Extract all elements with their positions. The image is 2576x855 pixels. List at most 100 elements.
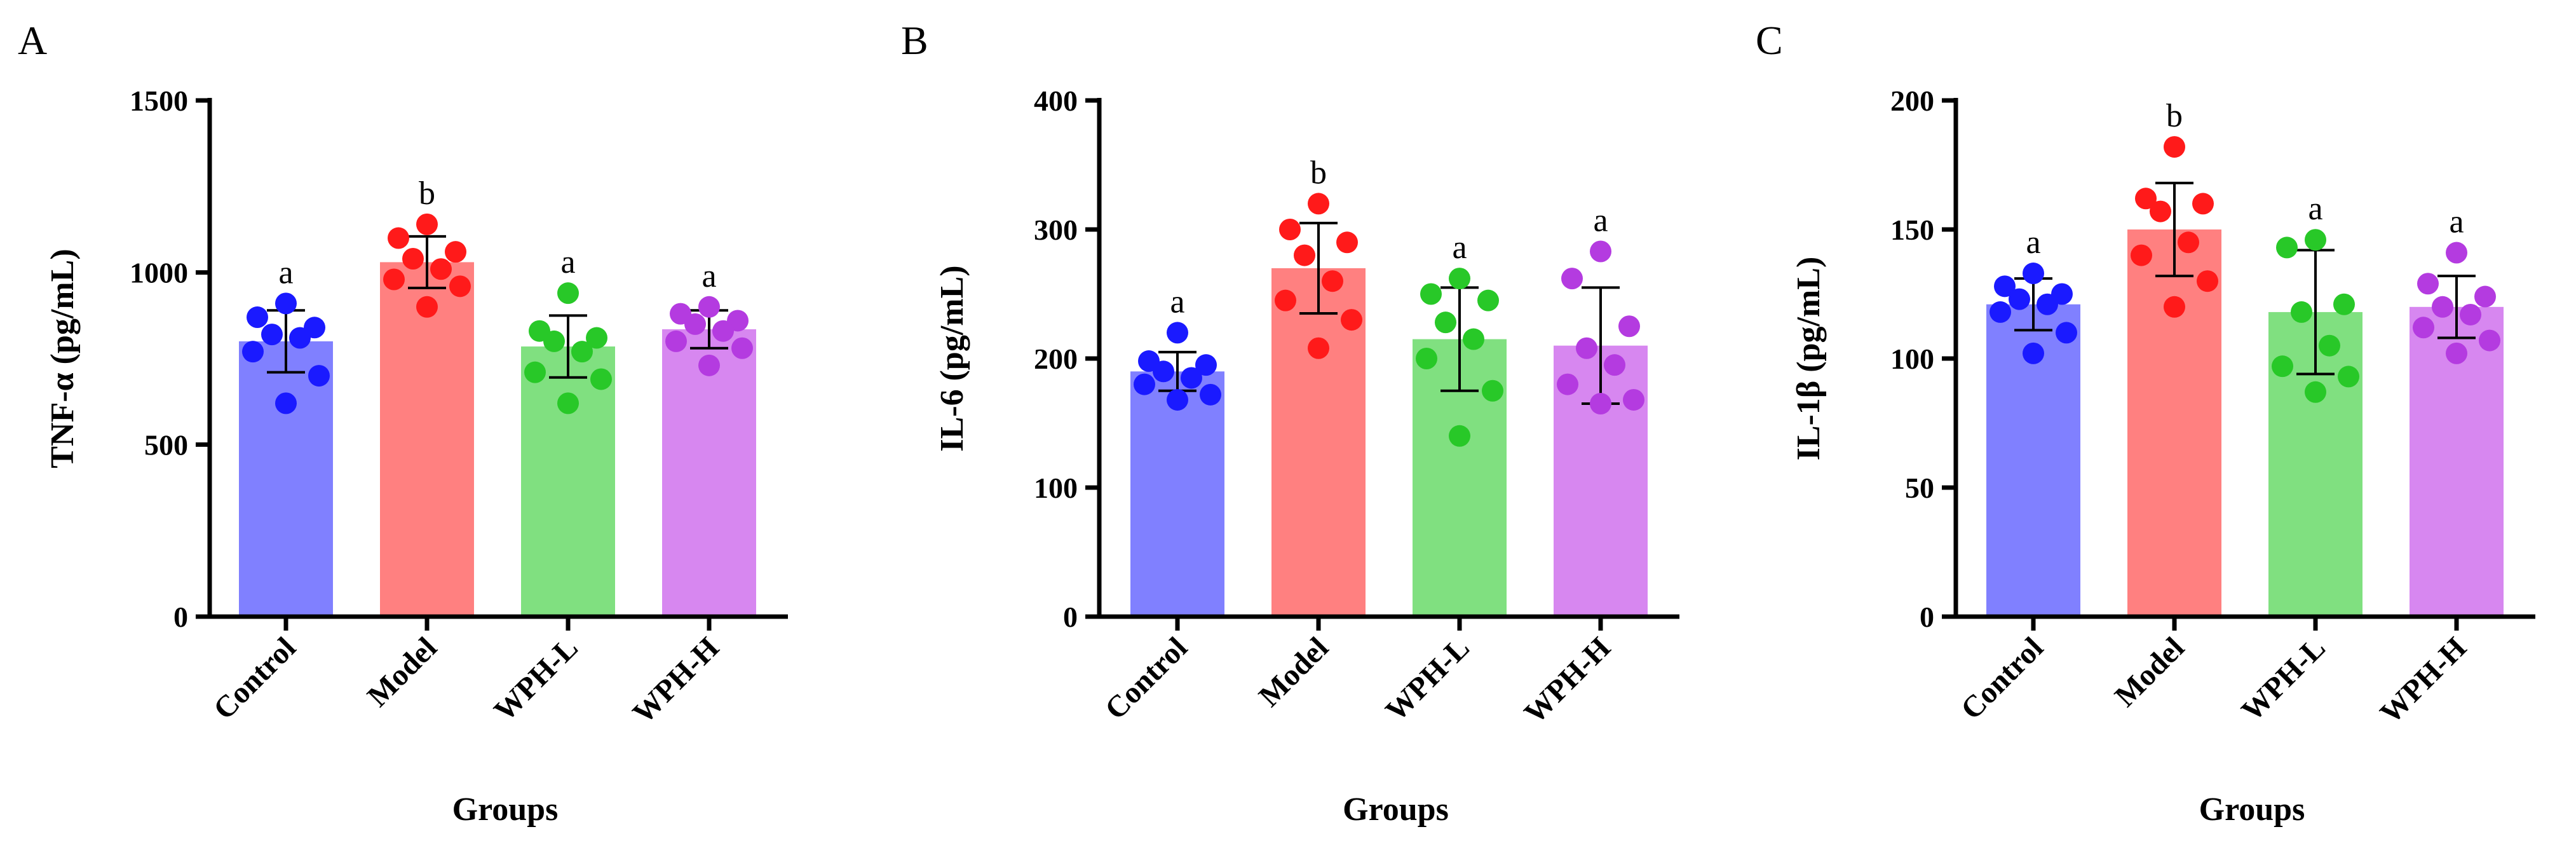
data-point-wph-l (1416, 348, 1437, 369)
data-point-control (275, 292, 297, 315)
data-point-wph-l (571, 341, 593, 363)
x-tick-label-wph-l: WPH-L (2235, 631, 2331, 727)
data-point-wph-h (1576, 337, 1597, 359)
data-point-wph-l (2319, 334, 2340, 357)
panel-letter: A (18, 18, 47, 63)
data-point-wph-l (1435, 311, 1456, 334)
significance-letter: a (2026, 224, 2040, 261)
x-tick-label-wph-h: WPH-H (627, 631, 726, 730)
data-point-model (402, 248, 424, 270)
data-point-wph-l (590, 368, 612, 390)
y-axis-title: IL-1β (pg/mL) (1791, 257, 1827, 461)
data-point-control (2009, 288, 2030, 310)
data-point-wph-l (1477, 289, 1499, 311)
significance-letter: b (1310, 154, 1327, 191)
y-axis-title: TNF-α (pg/mL) (44, 249, 81, 468)
data-point-wph-l (2291, 301, 2312, 323)
data-point-control (2056, 322, 2077, 344)
data-point-model (2164, 136, 2185, 158)
significance-letter: b (419, 175, 435, 212)
data-point-model (2197, 270, 2218, 292)
y-tick-label: 300 (1034, 214, 1078, 246)
data-point-model (1322, 270, 1343, 292)
data-point-wph-l (1420, 283, 1442, 305)
y-tick-label: 200 (1034, 343, 1078, 375)
x-tick-label-control: Control (1955, 631, 2050, 726)
panel-letter: C (1756, 18, 1783, 63)
data-point-wph-l (2305, 229, 2326, 251)
data-point-wph-h (698, 296, 720, 318)
data-point-wph-h (2460, 303, 2481, 325)
y-tick-label: 0 (1920, 601, 1934, 633)
chart-panel-a: Aa b a a 0 500 1000 1500 Control Model WPH-L WPH-H G… (18, 18, 788, 828)
data-point-control (247, 306, 268, 329)
data-point-model (449, 275, 471, 298)
chart-panel-b: Ba b a a 0 100 200 300 400 Control Model WPH-L WPH-H… (901, 18, 1679, 828)
bar-control (239, 341, 333, 617)
data-point-control (2023, 263, 2044, 285)
data-point-model (416, 213, 438, 235)
data-point-wph-h (2413, 317, 2434, 339)
bar-model (380, 262, 474, 617)
data-point-wph-h (1623, 388, 1644, 411)
y-tick-label: 0 (173, 601, 188, 633)
data-point-control (308, 365, 330, 387)
significance-letter: a (2308, 191, 2322, 227)
x-axis-title: Groups (2199, 791, 2305, 828)
significance-letter: b (2166, 98, 2183, 134)
y-tick-label: 50 (1905, 472, 1934, 504)
data-point-control (1134, 373, 1155, 395)
bar-model (2127, 229, 2221, 617)
data-point-wph-l (557, 282, 579, 304)
data-point-model (1279, 219, 1301, 240)
data-point-wph-h (1590, 393, 1611, 415)
data-point-wph-h (665, 330, 687, 352)
data-point-wph-h (2474, 285, 2496, 308)
y-tick-label: 100 (1034, 472, 1078, 504)
data-point-control (261, 324, 283, 346)
data-point-wph-l (543, 330, 565, 352)
data-point-wph-h (1618, 315, 1640, 338)
data-point-wph-h (1561, 268, 1583, 290)
data-point-model (2135, 188, 2157, 210)
x-tick-label-wph-h: WPH-H (2374, 631, 2473, 730)
bar-wph-l (521, 346, 615, 617)
data-point-control (1994, 275, 2016, 298)
x-tick-label-model: Model (361, 631, 444, 713)
significance-letter: a (702, 258, 716, 294)
x-axis-title: Groups (1343, 791, 1449, 828)
data-point-wph-h (1604, 354, 1625, 376)
data-point-wph-h (712, 320, 734, 342)
data-point-wph-l (557, 392, 579, 414)
y-tick-label: 150 (1890, 214, 1934, 246)
y-tick-label: 100 (1890, 343, 1934, 375)
data-point-model (1308, 193, 1329, 215)
data-point-wph-l (2276, 236, 2298, 259)
data-point-control (1990, 301, 2011, 323)
data-point-wph-l (524, 361, 546, 383)
data-point-wph-h (2446, 242, 2467, 264)
y-axis-title: IL-6 (pg/mL) (934, 265, 970, 451)
error-bar-model (408, 235, 446, 290)
data-point-model (2131, 244, 2152, 266)
data-point-control (1200, 383, 1221, 406)
data-point-model (1275, 289, 1296, 311)
data-point-wph-l (1449, 425, 1470, 447)
data-point-wph-l (2272, 355, 2293, 378)
data-point-wph-l (1482, 380, 1503, 402)
data-point-model (2192, 193, 2214, 215)
error-bar-wph-l (549, 314, 587, 379)
data-point-model (2178, 231, 2199, 254)
data-point-wph-h (684, 313, 706, 335)
significance-letter: a (1593, 203, 1608, 239)
data-point-wph-h (1590, 240, 1611, 263)
data-point-control (2023, 342, 2044, 364)
y-tick-label: 0 (1063, 601, 1078, 633)
data-point-model (2164, 296, 2185, 318)
error-bar-model (2155, 181, 2193, 278)
data-point-model (1294, 244, 1315, 266)
data-point-control (1195, 354, 1217, 376)
data-point-model (416, 296, 438, 318)
